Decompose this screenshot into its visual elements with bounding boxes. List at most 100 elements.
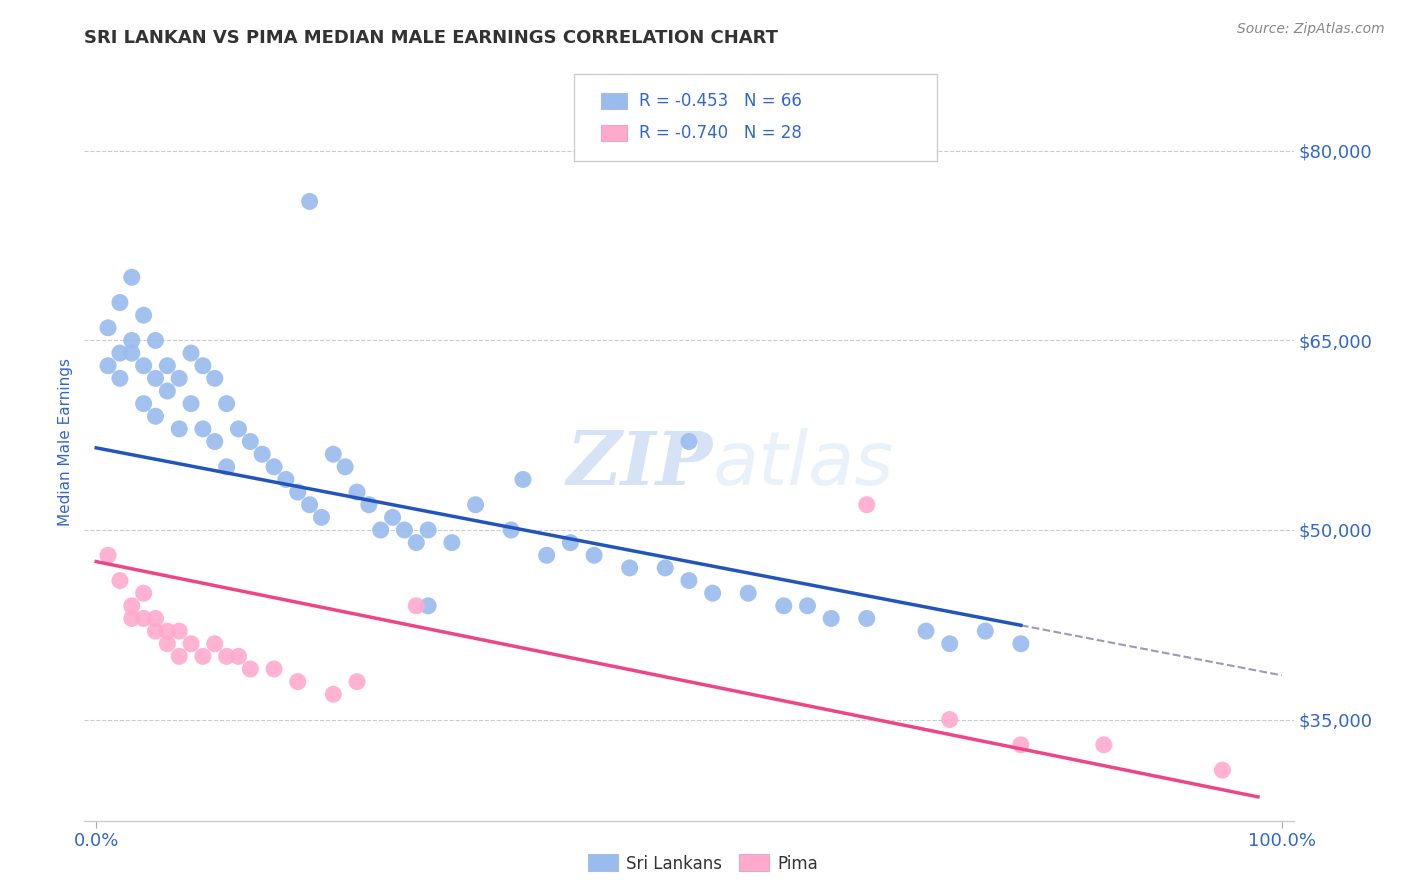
Point xyxy=(1092,738,1115,752)
Point xyxy=(239,434,262,449)
Point xyxy=(250,447,273,461)
Point xyxy=(108,346,131,360)
Text: SRI LANKAN VS PIMA MEDIAN MALE EARNINGS CORRELATION CHART: SRI LANKAN VS PIMA MEDIAN MALE EARNINGS … xyxy=(84,29,779,47)
Point xyxy=(583,548,606,563)
Point xyxy=(418,599,440,613)
Point xyxy=(263,662,285,676)
Point xyxy=(121,599,143,613)
Point xyxy=(121,346,143,360)
Point xyxy=(737,586,759,600)
Point xyxy=(156,384,179,398)
Point xyxy=(322,687,344,701)
Point xyxy=(938,713,960,727)
Point xyxy=(167,422,190,436)
Point xyxy=(405,535,427,549)
Point xyxy=(180,396,202,410)
Point xyxy=(121,611,143,625)
Point xyxy=(274,473,297,487)
Point xyxy=(145,371,167,385)
Point xyxy=(156,624,179,639)
Point xyxy=(228,649,250,664)
Point xyxy=(108,295,131,310)
Point xyxy=(121,270,143,285)
Point xyxy=(132,611,155,625)
Point xyxy=(97,320,120,334)
Point xyxy=(855,611,877,625)
Point xyxy=(191,422,214,436)
Point xyxy=(204,434,226,449)
Point xyxy=(678,434,700,449)
Point xyxy=(1010,637,1032,651)
Point xyxy=(394,523,416,537)
Point xyxy=(145,334,167,348)
Point xyxy=(418,523,440,537)
Point xyxy=(501,523,523,537)
Point xyxy=(239,662,262,676)
Point xyxy=(938,637,960,651)
Point xyxy=(619,561,641,575)
Point xyxy=(132,396,155,410)
Point xyxy=(191,359,214,373)
Point xyxy=(204,371,226,385)
Point xyxy=(298,498,321,512)
Point xyxy=(145,611,167,625)
Y-axis label: Median Male Earnings: Median Male Earnings xyxy=(58,358,73,525)
FancyBboxPatch shape xyxy=(600,125,627,141)
Point xyxy=(121,334,143,348)
Point xyxy=(156,359,179,373)
Point xyxy=(915,624,938,639)
Point xyxy=(97,359,120,373)
Point xyxy=(263,459,285,474)
Text: ZIP: ZIP xyxy=(567,428,713,500)
Point xyxy=(167,649,190,664)
Point xyxy=(560,535,582,549)
Point xyxy=(464,498,486,512)
Point xyxy=(370,523,392,537)
Point xyxy=(357,498,380,512)
Point xyxy=(346,485,368,500)
Point xyxy=(536,548,558,563)
Point xyxy=(654,561,676,575)
Point xyxy=(97,548,120,563)
Legend: Sri Lankans, Pima: Sri Lankans, Pima xyxy=(581,847,825,880)
Point xyxy=(333,459,356,474)
Point xyxy=(820,611,842,625)
Text: atlas: atlas xyxy=(713,428,894,500)
Point xyxy=(145,409,167,424)
Point xyxy=(855,498,877,512)
Point xyxy=(311,510,333,524)
Point xyxy=(132,308,155,322)
Point xyxy=(228,422,250,436)
Point xyxy=(1010,738,1032,752)
Point xyxy=(796,599,818,613)
Point xyxy=(346,674,368,689)
Text: Source: ZipAtlas.com: Source: ZipAtlas.com xyxy=(1237,22,1385,37)
Point xyxy=(405,599,427,613)
Point xyxy=(180,346,202,360)
Point xyxy=(215,649,238,664)
Point xyxy=(167,371,190,385)
Point xyxy=(145,624,167,639)
Point xyxy=(772,599,794,613)
Text: R = -0.740   N = 28: R = -0.740 N = 28 xyxy=(640,124,803,142)
Point xyxy=(180,637,202,651)
Point xyxy=(512,473,534,487)
FancyBboxPatch shape xyxy=(600,93,627,110)
Point xyxy=(702,586,724,600)
Point xyxy=(215,459,238,474)
Point xyxy=(298,194,321,209)
Point xyxy=(287,674,309,689)
Point xyxy=(132,586,155,600)
Point xyxy=(974,624,997,639)
Point xyxy=(132,359,155,373)
Point xyxy=(204,637,226,651)
Point xyxy=(322,447,344,461)
Point xyxy=(215,396,238,410)
Point xyxy=(381,510,404,524)
Point xyxy=(191,649,214,664)
Point xyxy=(167,624,190,639)
Point xyxy=(678,574,700,588)
Text: R = -0.453   N = 66: R = -0.453 N = 66 xyxy=(640,92,803,110)
Point xyxy=(108,574,131,588)
FancyBboxPatch shape xyxy=(574,74,936,161)
